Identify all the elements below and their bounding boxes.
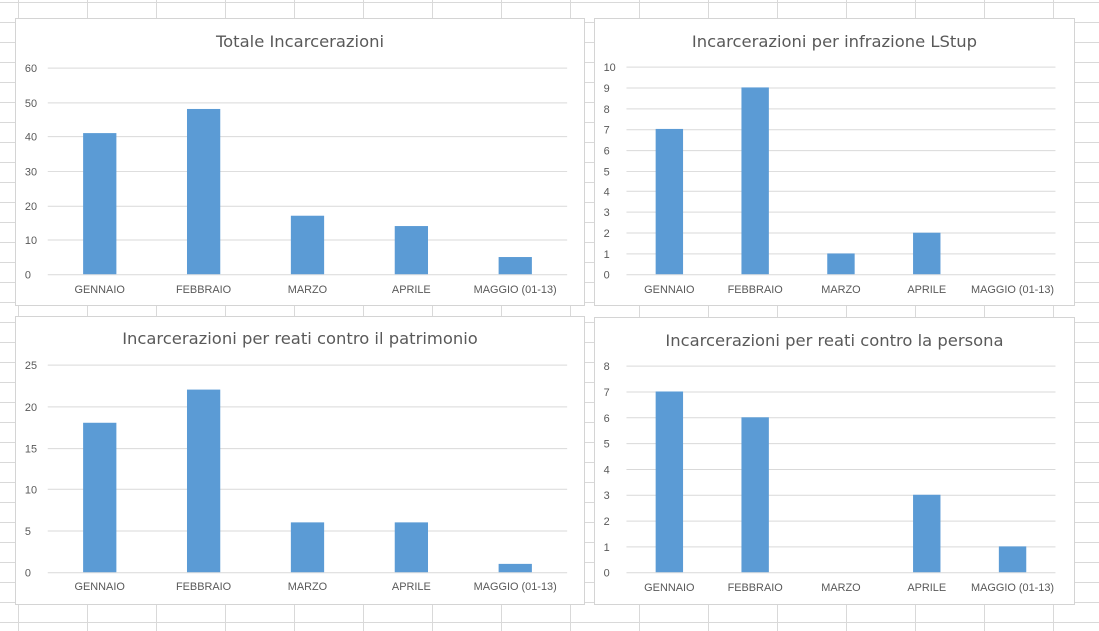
bar xyxy=(827,253,855,275)
x-category-label: APRILE xyxy=(907,284,946,296)
bar xyxy=(83,133,117,275)
y-tick-label: 4 xyxy=(604,186,610,198)
bar xyxy=(655,391,684,573)
y-tick-label: 0 xyxy=(604,568,610,580)
y-tick-label: 7 xyxy=(604,125,610,137)
bar xyxy=(186,389,221,573)
bar xyxy=(741,87,769,275)
y-tick-label: 10 xyxy=(604,62,616,74)
bar xyxy=(741,417,769,573)
y-tick-label: 0 xyxy=(25,568,31,580)
x-category-label: GENNAIO xyxy=(75,581,125,593)
y-tick-label: 10 xyxy=(25,484,37,496)
y-tick-label: 10 xyxy=(25,235,37,247)
x-category-label: FEBBRAIO xyxy=(728,284,783,296)
bar xyxy=(913,494,941,573)
y-tick-label: 3 xyxy=(604,207,610,219)
chart-incarcerazioni-patrimonio: Incarcerazioni per reati contro il patri… xyxy=(15,316,585,605)
x-category-label: GENNAIO xyxy=(75,284,125,296)
chart-totale-incarcerazioni: Totale Incarcerazioni 0 10 20 30 40 50 60 GENNAI… xyxy=(15,18,585,306)
chart-incarcerazioni-persona: Incarcerazioni per reati contro la perso… xyxy=(594,317,1075,605)
y-tick-label: 3 xyxy=(604,490,610,502)
x-category-label: MARZO xyxy=(821,582,860,594)
chart-svg: Incarcerazioni per reati contro il patri… xyxy=(25,329,568,593)
bar xyxy=(290,522,325,573)
y-tick-label: 25 xyxy=(25,360,37,372)
y-tick-label: 50 xyxy=(25,98,37,110)
y-tick-label: 6 xyxy=(604,413,610,425)
x-category-label: APRILE xyxy=(907,582,946,594)
x-category-label: MAGGIO (01-13) xyxy=(474,581,557,593)
y-tick-label: 6 xyxy=(604,146,610,158)
y-tick-label: 40 xyxy=(25,132,37,144)
x-category-label: MAGGIO (01-13) xyxy=(971,284,1054,296)
x-category-label: MAGGIO (01-13) xyxy=(474,284,557,296)
x-category-label: MARZO xyxy=(288,581,327,593)
x-category-label: FEBBRAIO xyxy=(728,582,783,594)
chart-svg: Totale Incarcerazioni 0 10 20 30 40 50 60 GENNAI… xyxy=(25,32,568,296)
y-tick-label: 4 xyxy=(604,464,610,476)
y-tick-label: 30 xyxy=(25,166,37,178)
bar xyxy=(290,215,325,275)
y-tick-label: 20 xyxy=(25,402,37,414)
x-category-label: APRILE xyxy=(392,284,431,296)
bar xyxy=(998,546,1027,573)
y-tick-label: 2 xyxy=(604,228,610,240)
x-category-label: APRILE xyxy=(392,581,431,593)
y-tick-label: 5 xyxy=(604,166,610,178)
bar xyxy=(913,232,941,275)
y-tick-label: 0 xyxy=(25,270,31,282)
y-tick-label: 15 xyxy=(25,444,37,456)
x-category-label: GENNAIO xyxy=(644,582,694,594)
chart-svg: Incarcerazioni per reati contro la perso… xyxy=(604,331,1056,594)
chart-incarcerazioni-lstup: Incarcerazioni per infrazione LStup 0 1 2 3 4… xyxy=(594,18,1075,306)
y-tick-label: 8 xyxy=(604,361,610,373)
chart-svg: Incarcerazioni per infrazione LStup 0 1 2 3 4… xyxy=(604,32,1056,296)
bar xyxy=(186,108,221,275)
y-tick-label: 9 xyxy=(604,83,610,95)
bar xyxy=(498,257,532,275)
y-tick-label: 7 xyxy=(604,387,610,399)
y-tick-label: 5 xyxy=(604,439,610,451)
y-tick-label: 60 xyxy=(25,63,37,75)
chart-title: Incarcerazioni per reati contro la perso… xyxy=(665,331,1003,350)
bar xyxy=(394,226,429,275)
y-tick-label: 1 xyxy=(604,249,610,261)
y-tick-label: 5 xyxy=(25,526,31,538)
x-category-label: FEBBRAIO xyxy=(176,284,231,296)
y-tick-label: 2 xyxy=(604,516,610,528)
bar xyxy=(498,563,532,573)
x-category-label: GENNAIO xyxy=(644,284,694,296)
bar xyxy=(83,422,117,573)
x-category-label: MARZO xyxy=(288,284,327,296)
bar xyxy=(394,522,429,573)
chart-title: Incarcerazioni per reati contro il patri… xyxy=(122,329,478,348)
x-category-label: FEBBRAIO xyxy=(176,581,231,593)
y-tick-label: 20 xyxy=(25,201,37,213)
y-tick-label: 8 xyxy=(604,104,610,116)
x-category-label: MARZO xyxy=(821,284,860,296)
chart-title: Totale Incarcerazioni xyxy=(215,32,384,51)
y-tick-label: 0 xyxy=(604,270,610,282)
y-tick-label: 1 xyxy=(604,542,610,554)
chart-title: Incarcerazioni per infrazione LStup xyxy=(692,32,977,51)
bar xyxy=(655,128,684,275)
x-category-label: MAGGIO (01-13) xyxy=(971,582,1054,594)
